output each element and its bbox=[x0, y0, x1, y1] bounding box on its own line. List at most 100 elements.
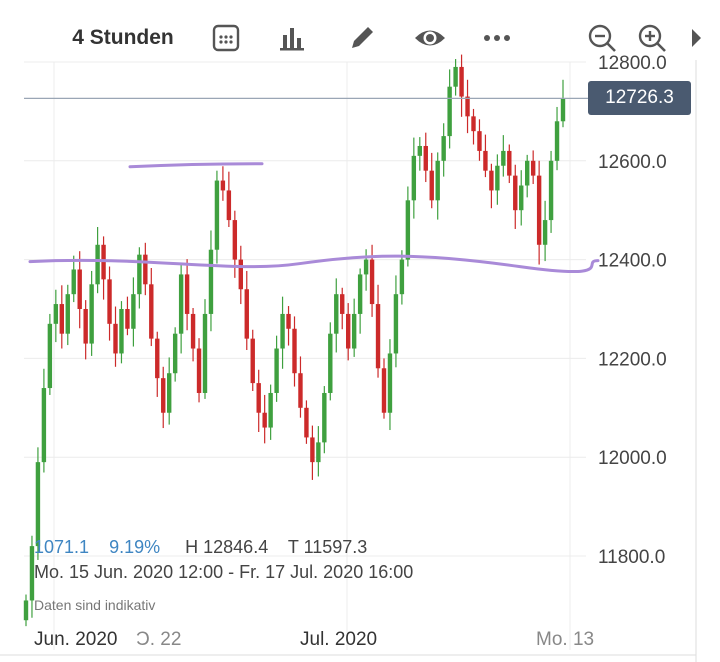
candle-body bbox=[542, 220, 548, 245]
y-tick-label: 12200.0 bbox=[598, 349, 667, 370]
candle-body bbox=[501, 150, 506, 166]
date-range: Mo. 15 Jun. 2020 12:00 - Fr. 17 Jul. 202… bbox=[34, 562, 414, 582]
candle-body bbox=[465, 96, 470, 117]
candle-body bbox=[190, 313, 196, 349]
candle-body bbox=[441, 136, 446, 161]
candle-body bbox=[262, 412, 267, 428]
candle-body bbox=[453, 66, 458, 87]
candle-body bbox=[560, 98, 566, 122]
candle-body bbox=[507, 150, 512, 176]
x-tick-label: Jul. 2020 bbox=[300, 629, 377, 650]
candle-body bbox=[196, 348, 202, 393]
candle-body bbox=[71, 269, 76, 295]
candle-body bbox=[143, 254, 148, 285]
candle-body bbox=[149, 284, 154, 339]
candle-body bbox=[310, 437, 315, 463]
candle-body bbox=[346, 313, 351, 349]
candle-body bbox=[226, 190, 232, 221]
candle-body bbox=[202, 313, 208, 393]
stats-line: 1071.1 9.19% H 12846.4 T 11597.3 bbox=[34, 537, 367, 558]
candle-body bbox=[232, 220, 238, 260]
candle-body bbox=[214, 180, 220, 250]
x-tick-label: Mo. 13 bbox=[536, 629, 594, 650]
candle-body bbox=[536, 175, 542, 245]
calendar-grid-icon[interactable] bbox=[206, 18, 246, 58]
low-value: T 11597.3 bbox=[287, 537, 368, 557]
candle-body bbox=[495, 165, 500, 191]
candle-body bbox=[369, 259, 375, 305]
candle-body bbox=[519, 185, 524, 211]
candle-body bbox=[119, 309, 124, 354]
candle-body bbox=[83, 309, 88, 344]
candle-body bbox=[548, 160, 554, 221]
more-dots-icon[interactable] bbox=[477, 18, 517, 58]
candle-body bbox=[35, 462, 41, 547]
candle-body bbox=[334, 294, 339, 334]
eye-icon[interactable] bbox=[410, 18, 450, 58]
candle-body bbox=[351, 313, 357, 349]
candle-body bbox=[250, 338, 255, 384]
disclaimer: Daten sind indikativ bbox=[34, 597, 156, 613]
candle-body bbox=[304, 407, 309, 438]
candle-body bbox=[447, 86, 452, 137]
candle-body bbox=[77, 269, 82, 309]
candle-body bbox=[47, 323, 53, 389]
candle-body bbox=[167, 373, 172, 413]
high-value: H 12846.4 bbox=[185, 537, 269, 557]
candle-body bbox=[477, 131, 482, 151]
candle-body bbox=[220, 180, 226, 191]
x-axis: Jun. 2020 Ͻ. 22 Jul. 2020 Mo. 13 bbox=[34, 629, 594, 650]
candle-body bbox=[155, 338, 160, 379]
zoom-in-icon[interactable] bbox=[632, 18, 672, 58]
candle-body bbox=[530, 160, 536, 176]
candle-body bbox=[298, 373, 303, 408]
candle-body bbox=[89, 284, 94, 344]
candle-body bbox=[286, 313, 291, 329]
candle-body bbox=[322, 392, 327, 443]
bar-chart-icon[interactable] bbox=[272, 18, 312, 58]
candle-body bbox=[238, 259, 243, 290]
y-axis: 12800.0 12600.0 12400.0 12200.0 12000.0 11800… bbox=[598, 53, 667, 568]
resistance-line bbox=[128, 162, 264, 169]
candle-body bbox=[363, 259, 369, 275]
candle-body bbox=[65, 294, 70, 334]
candle-body bbox=[125, 309, 130, 329]
candle-body bbox=[184, 274, 190, 314]
candle-body bbox=[459, 66, 464, 97]
candle-body bbox=[59, 304, 64, 334]
candle-body bbox=[23, 600, 29, 621]
chart-toolbar: 4 Stunden bbox=[0, 0, 720, 76]
candle-body bbox=[489, 170, 494, 191]
pencil-icon[interactable] bbox=[342, 18, 382, 58]
candle-body bbox=[340, 294, 345, 314]
candle-body bbox=[417, 145, 422, 156]
candle-body bbox=[101, 244, 106, 280]
candle-body bbox=[208, 249, 214, 314]
y-tick-label: 12000.0 bbox=[598, 448, 667, 469]
candle-body bbox=[29, 546, 35, 601]
candle-body bbox=[381, 368, 387, 413]
zoom-out-icon[interactable] bbox=[582, 18, 622, 58]
candle-body bbox=[280, 313, 285, 349]
candle-body bbox=[429, 170, 434, 201]
candle-body bbox=[256, 383, 261, 413]
current-price-badge: 12726.3 bbox=[588, 81, 691, 115]
candle-body bbox=[178, 274, 184, 334]
candle-body bbox=[244, 289, 249, 339]
candles bbox=[23, 54, 588, 627]
interval-selector[interactable]: 4 Stunden bbox=[72, 26, 174, 49]
candle-body bbox=[554, 121, 560, 161]
candle-body bbox=[387, 353, 393, 413]
candle-body bbox=[274, 348, 279, 393]
y-tick-label: 12800.0 bbox=[598, 53, 667, 74]
x-tick-label: Jun. 2020 bbox=[34, 629, 117, 650]
candle-body bbox=[483, 150, 488, 171]
candle-body bbox=[423, 145, 428, 171]
x-tick-label: Ͻ. 22 bbox=[136, 629, 181, 650]
change-value: 1071.1 bbox=[34, 537, 90, 557]
candle-body bbox=[411, 155, 417, 201]
play-icon[interactable] bbox=[686, 18, 706, 58]
candle-body bbox=[131, 294, 136, 329]
drawings[interactable] bbox=[28, 162, 600, 274]
